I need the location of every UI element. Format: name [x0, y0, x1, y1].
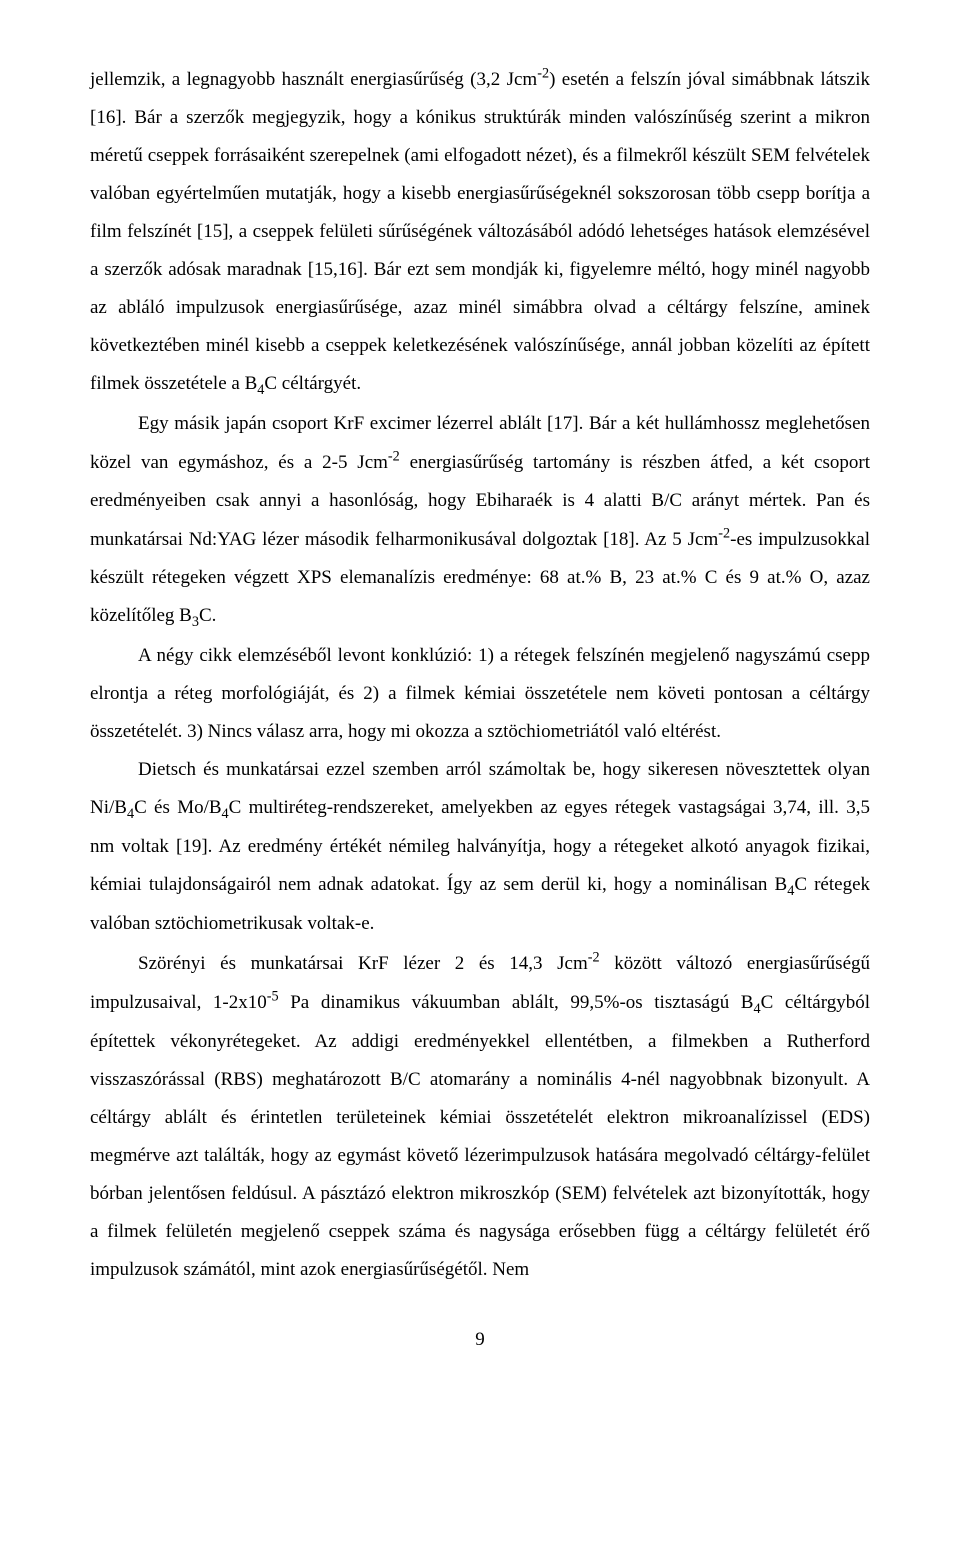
page-number-value: 9: [475, 1329, 485, 1350]
para1-text: jellemzik, a legnagyobb használt energia…: [90, 69, 870, 394]
paragraph-3: A négy cikk elemzéséből levont konklúzió…: [90, 637, 870, 751]
page-body: jellemzik, a legnagyobb használt energia…: [90, 60, 870, 1289]
para5-text: Szörényi és munkatársai KrF lézer 2 és 1…: [90, 953, 870, 1281]
paragraph-1: jellemzik, a legnagyobb használt energia…: [90, 60, 870, 405]
paragraph-5: Szörényi és munkatársai KrF lézer 2 és 1…: [90, 943, 870, 1289]
para4-text: Dietsch és munkatársai ezzel szemben arr…: [90, 759, 870, 935]
para2-text: Egy másik japán csoport KrF excimer léze…: [90, 413, 870, 627]
paragraph-2: Egy másik japán csoport KrF excimer léze…: [90, 405, 870, 637]
page-number: 9: [90, 1329, 870, 1351]
para3-text: A négy cikk elemzéséből levont konklúzió…: [90, 645, 870, 742]
paragraph-4: Dietsch és munkatársai ezzel szemben arr…: [90, 751, 870, 944]
